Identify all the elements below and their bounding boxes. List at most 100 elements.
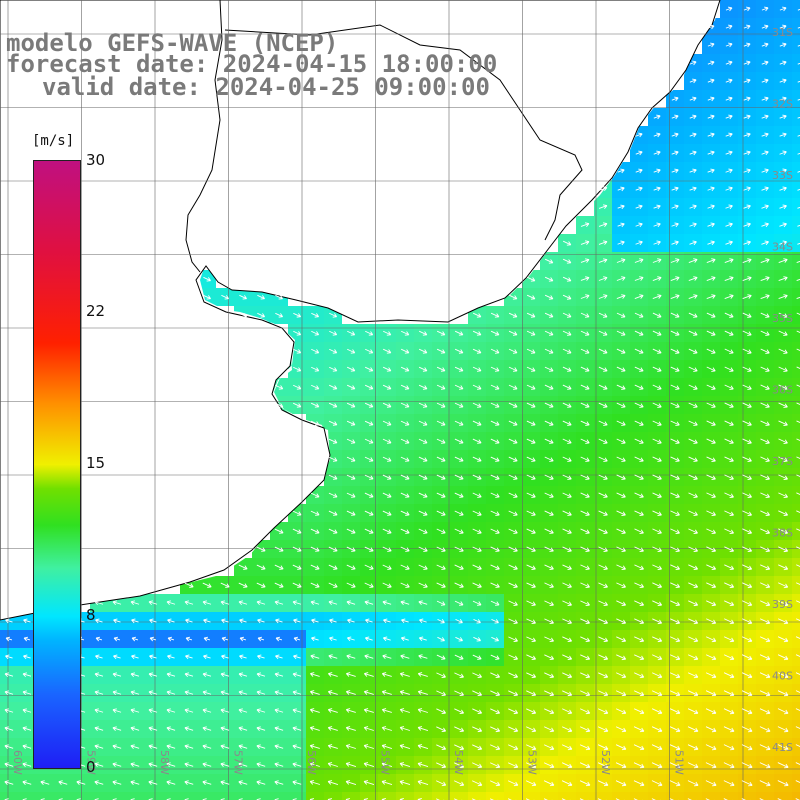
wind-cell — [792, 702, 800, 720]
wind-arrow — [310, 672, 320, 677]
wind-arrow — [526, 384, 536, 390]
wind-arrow — [220, 744, 230, 750]
wind-cell — [738, 792, 756, 800]
wind-arrow — [417, 780, 429, 785]
wind-arrow — [688, 564, 699, 571]
wind-arrow — [652, 546, 662, 552]
wind-arrow — [778, 294, 788, 300]
wind-arrow — [760, 366, 770, 372]
wind-arrow — [598, 528, 608, 534]
latitude-label: 36S — [772, 384, 793, 397]
wind-arrow — [707, 240, 715, 246]
wind-arrow — [453, 798, 463, 800]
wind-arrow — [652, 258, 662, 263]
wind-arrow — [779, 168, 787, 174]
wind-arrow — [580, 222, 590, 227]
wind-arrow — [795, 798, 800, 800]
wind-arrow — [544, 636, 554, 643]
wind-arrow — [94, 690, 104, 696]
wind-arrow — [544, 420, 554, 426]
wind-arrow — [598, 618, 609, 625]
wind-cell — [396, 792, 414, 800]
wind-arrow — [472, 510, 482, 516]
wind-arrow — [112, 690, 122, 696]
wind-arrow — [725, 150, 733, 156]
wind-arrow — [689, 114, 697, 120]
wind-arrow — [363, 708, 374, 713]
wind-arrow — [635, 132, 643, 138]
wind-arrow — [238, 672, 248, 678]
wind-arrow — [634, 420, 644, 426]
wind-arrow — [724, 366, 734, 372]
wind-arrow — [526, 402, 536, 408]
wind-arrow — [508, 492, 518, 498]
wind-arrow — [598, 564, 608, 570]
wind-arrow — [778, 276, 788, 281]
wind-arrow — [292, 528, 302, 534]
wind-arrow — [795, 636, 800, 640]
wind-arrow — [327, 744, 338, 749]
longitude-label: 59W — [85, 750, 98, 775]
wind-arrow — [687, 762, 699, 769]
wind-arrow — [725, 114, 733, 120]
wind-arrow — [22, 726, 32, 732]
wind-arrow — [508, 636, 518, 642]
wind-arrow — [652, 600, 663, 607]
wind-arrow — [382, 456, 392, 462]
wind-arrow — [490, 690, 501, 697]
wind-arrow — [779, 114, 787, 120]
wind-arrow — [292, 690, 302, 696]
wind-arrow — [652, 348, 662, 354]
wind-arrow — [795, 654, 800, 658]
wind-arrow — [795, 762, 800, 766]
wind-arrow — [779, 60, 787, 66]
wind-arrow — [436, 546, 446, 552]
wind-arrow — [95, 636, 103, 642]
wind-arrow — [652, 636, 663, 643]
wind-arrow — [418, 636, 427, 642]
wind-arrow — [778, 456, 788, 462]
wind-arrow — [617, 168, 625, 174]
wind-arrow — [797, 26, 800, 29]
wind-arrow — [400, 492, 410, 498]
wind-arrow — [724, 474, 734, 480]
wind-arrow — [635, 150, 643, 156]
wind-arrow — [652, 330, 662, 336]
wind-arrow — [598, 546, 608, 552]
wind-arrow — [381, 690, 392, 695]
wind-arrow — [220, 600, 230, 606]
wind-cell — [36, 792, 54, 800]
wind-arrow — [742, 384, 752, 390]
wind-arrow — [292, 582, 302, 588]
wind-arrow — [724, 420, 734, 426]
wind-arrow — [688, 420, 698, 426]
wind-cell — [234, 792, 252, 800]
wind-cell — [144, 792, 162, 800]
wind-arrow — [779, 42, 787, 48]
wind-arrow — [778, 546, 789, 553]
wind-cell — [792, 504, 800, 522]
wind-arrow — [436, 384, 446, 390]
wind-arrow — [724, 330, 734, 336]
wind-arrow — [4, 726, 14, 732]
wind-arrow — [760, 582, 771, 589]
wind-arrow — [94, 780, 104, 785]
wind-cell — [540, 792, 558, 800]
colorbar-tick-22: 22 — [86, 302, 106, 320]
wind-arrow — [742, 528, 753, 535]
wind-arrow — [706, 438, 716, 444]
wind-arrow — [725, 132, 733, 138]
wind-arrow — [525, 744, 537, 751]
wind-arrow — [634, 654, 645, 661]
wind-arrow — [671, 96, 679, 102]
wind-arrow — [796, 492, 800, 496]
wind-arrow — [166, 762, 176, 767]
wind-arrow — [95, 618, 103, 624]
wind-arrow — [508, 654, 518, 661]
wind-arrow — [166, 780, 176, 785]
wind-arrow — [364, 366, 374, 372]
wind-arrow — [490, 708, 501, 715]
wind-arrow — [796, 438, 800, 442]
wind-arrow — [400, 474, 410, 480]
wind-cell — [792, 594, 800, 612]
